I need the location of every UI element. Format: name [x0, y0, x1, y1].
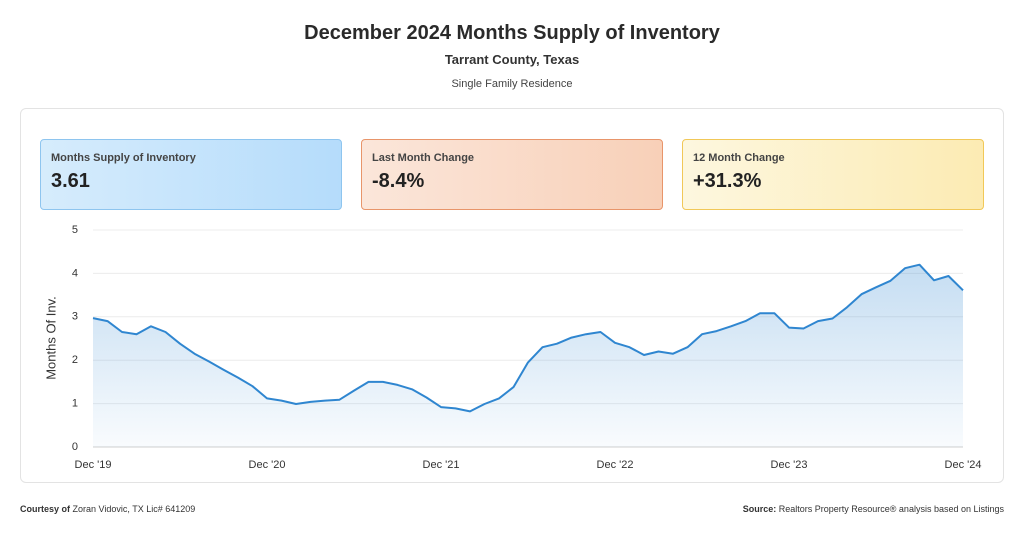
- y-axis-label: Months Of Inv.: [43, 296, 58, 380]
- kpi-card: Last Month Change -8.4%: [361, 139, 663, 210]
- kpi-label: 12 Month Change: [693, 152, 785, 164]
- y-tick-label: 3: [72, 311, 78, 323]
- line: [92, 263, 964, 413]
- location: Tarrant County, Texas: [444, 52, 580, 67]
- y-tick-label: 4: [72, 267, 78, 279]
- x-tick-label: Dec '23: [771, 459, 808, 471]
- credit: Courtesy of Zoran Vidovic, TX Lic# 64120…: [20, 504, 195, 514]
- x-tick-label: Dec '24: [945, 459, 982, 471]
- x-tick-label: Dec '21: [423, 459, 460, 471]
- x-tick-label: Dec '20: [249, 459, 286, 471]
- source-text: Realtors Property Resource® analysis bas…: [778, 504, 1004, 514]
- kpi-label: Last Month Change: [372, 152, 475, 164]
- kpi-label: Months Supply of Inventory: [51, 152, 196, 164]
- title: December 2024 Months Supply of Inventory: [304, 22, 720, 44]
- property-type: Single Family Residence: [451, 78, 573, 90]
- kpi-value: 3.61: [51, 170, 90, 192]
- x-tick-label: Dec '22: [597, 459, 634, 471]
- credit-text: Zoran Vidovic, TX Lic# 641209: [72, 504, 196, 514]
- chart-panel: [20, 108, 1004, 483]
- y-tick-label: 1: [72, 398, 78, 410]
- x-tick-label: Dec '19: [75, 459, 112, 471]
- area: [93, 264, 963, 447]
- kpi-value: -8.4%: [372, 170, 425, 192]
- kpi-card: 12 Month Change +31.3%: [682, 139, 984, 210]
- y-tick-label: 2: [72, 354, 78, 366]
- source-label: Source:: [742, 504, 777, 514]
- source: Source: Realtors Property Resource® anal…: [743, 504, 1004, 514]
- kpi-value: +31.3%: [693, 170, 762, 192]
- y-tick-label: 0: [72, 441, 78, 453]
- y-tick-label: 5: [72, 224, 78, 236]
- credit-label: Courtesy of: [20, 504, 71, 514]
- kpi-card: Months Supply of Inventory 3.61: [40, 139, 342, 210]
